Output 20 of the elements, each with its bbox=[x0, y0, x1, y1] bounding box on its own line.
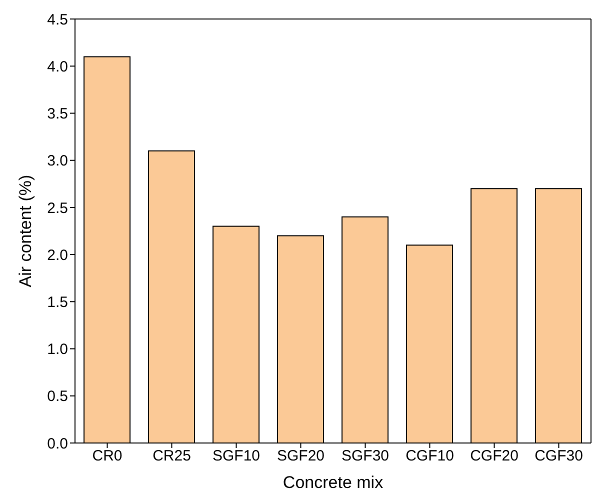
y-tick-label: 3.5 bbox=[47, 106, 68, 123]
y-tick-label: 0.5 bbox=[47, 388, 68, 406]
y-axis-title: Air content (%) bbox=[16, 174, 36, 288]
y-tick-label: 3.0 bbox=[47, 152, 68, 170]
x-tick-label: SGF20 bbox=[276, 448, 325, 465]
y-tick-label: 1.5 bbox=[47, 294, 68, 311]
y-tick-label: 4.0 bbox=[47, 58, 68, 76]
y-tick-label: 2.5 bbox=[47, 200, 68, 217]
x-tick-label: CR25 bbox=[152, 448, 191, 465]
x-tick-label: CR0 bbox=[92, 448, 122, 465]
y-tick-label: 4.5 bbox=[47, 11, 68, 28]
x-tick-label: SGF30 bbox=[341, 448, 390, 465]
x-axis-title: Concrete mix bbox=[282, 473, 384, 492]
x-tick-label: SGF10 bbox=[212, 448, 260, 465]
y-tick-label: 2.0 bbox=[47, 246, 68, 264]
y-tick-label: 1.0 bbox=[47, 341, 68, 358]
y-tick-label: 0.0 bbox=[47, 435, 68, 452]
x-tick-label: CGF30 bbox=[534, 448, 583, 465]
x-tick-label: CGF10 bbox=[406, 448, 454, 465]
x-tick-label: CGF20 bbox=[470, 448, 518, 465]
